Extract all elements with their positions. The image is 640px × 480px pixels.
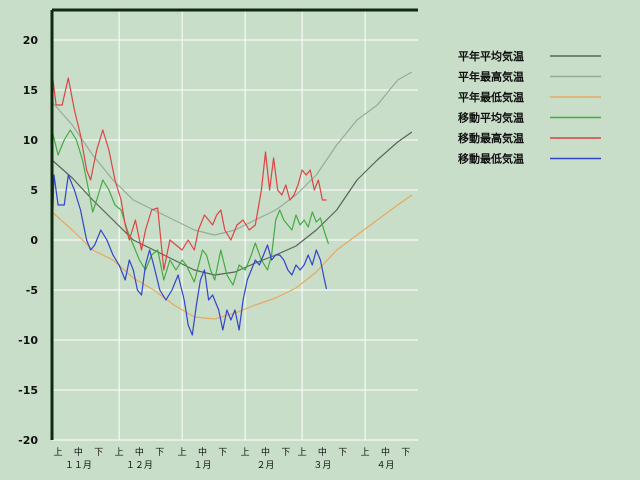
y-tick-label: -10	[18, 334, 38, 347]
x-tick-label: 中	[135, 446, 144, 458]
legend-label: 平年平均気温	[458, 49, 524, 63]
y-tick-label: 10	[23, 134, 39, 147]
grid	[52, 10, 418, 441]
y-tick-label: 0	[30, 234, 38, 247]
axes	[50, 8, 418, 440]
series-line	[51, 174, 328, 336]
legend-label: 平年最高気温	[458, 70, 524, 84]
legend-label: 平年最低気温	[458, 90, 524, 104]
x-tick-label: 中	[198, 446, 207, 458]
y-tick-label: 15	[23, 84, 38, 97]
x-month-label: ４月	[376, 460, 394, 471]
plot-background	[52, 10, 418, 440]
y-tick-label: 5	[30, 184, 38, 197]
x-tick-label: 中	[261, 446, 270, 458]
x-tick-label: 下	[155, 448, 164, 458]
y-tick-label: -5	[26, 284, 38, 297]
y-tick-label: 20	[23, 34, 39, 47]
x-tick-label: 上	[54, 447, 63, 458]
y-axis-tick-labels: 20 15 10 5 0 -5 -10 -15 -20	[18, 34, 38, 447]
x-tick-label: 下	[94, 448, 103, 458]
legend-label: 移動最高気温	[458, 131, 524, 145]
x-tick-label: 上	[178, 447, 187, 458]
x-month-label: １月	[193, 460, 211, 471]
legend-label: 移動最低気温	[458, 152, 524, 166]
x-tick-label: 上	[115, 447, 124, 458]
x-tick-label: 中	[318, 446, 327, 458]
x-axis-tick-labels: 上中下上中下上中下上中下上中下上中下１１月 １２月 １月 ２月 ３月 ４月	[54, 446, 411, 471]
x-month-label: １１月	[65, 460, 92, 471]
series-line	[51, 194, 413, 320]
legend-label: 移動平均気温	[458, 111, 524, 125]
x-tick-label: 中	[74, 446, 83, 458]
x-month-label: １２月	[126, 460, 153, 471]
x-tick-label: 中	[381, 446, 390, 458]
x-tick-label: 上	[361, 447, 370, 458]
series-line	[51, 129, 330, 286]
x-tick-label: 下	[218, 448, 227, 458]
x-tick-label: 上	[241, 447, 250, 458]
y-tick-label: -15	[18, 384, 38, 397]
x-tick-label: 下	[338, 448, 347, 458]
y-tick-label: -20	[18, 434, 38, 447]
x-tick-label: 上	[298, 447, 307, 458]
x-tick-label: 下	[281, 448, 290, 458]
series-line	[51, 131, 413, 276]
series-line	[51, 71, 327, 271]
x-tick-label: 下	[401, 448, 410, 458]
x-month-label: ３月	[313, 460, 331, 471]
series-lines	[51, 71, 413, 336]
x-month-label: ２月	[256, 460, 274, 471]
